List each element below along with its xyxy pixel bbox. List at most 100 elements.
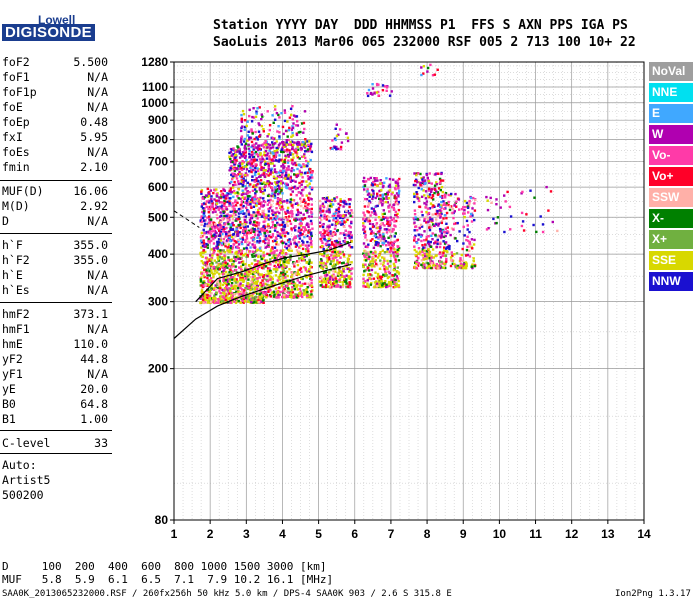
echo-point <box>262 215 266 218</box>
echo-point <box>214 206 218 210</box>
echo-point <box>391 191 394 194</box>
echo-point <box>258 135 261 138</box>
echo-point <box>456 266 459 270</box>
echo-point <box>276 210 279 214</box>
echo-point <box>238 283 241 287</box>
param-key: M(D) <box>2 199 30 213</box>
echo-point <box>273 293 276 296</box>
echo-point <box>232 224 235 227</box>
echo-point <box>252 270 255 274</box>
echo-point <box>251 115 254 119</box>
echo-point <box>288 126 291 130</box>
echo-point <box>414 183 417 187</box>
echo-point <box>236 150 239 153</box>
echo-point <box>394 210 397 214</box>
echo-point <box>274 224 277 227</box>
echo-point <box>281 241 284 245</box>
echo-point <box>390 278 393 282</box>
echo-point <box>272 121 275 124</box>
echo-point <box>267 174 270 177</box>
echo-point <box>217 298 220 301</box>
echo-point <box>263 238 266 241</box>
echo-point <box>366 177 370 181</box>
echo-point <box>266 267 270 270</box>
echo-point <box>247 138 251 141</box>
echo-point <box>288 246 292 249</box>
echo-point <box>284 182 287 185</box>
echo-point <box>242 297 245 301</box>
echo-point <box>219 237 222 240</box>
echo-point <box>436 212 439 215</box>
echo-point <box>466 235 469 238</box>
echo-point <box>244 155 247 158</box>
echo-point <box>220 257 223 260</box>
echo-point <box>436 242 439 246</box>
echo-point <box>236 283 239 286</box>
echo-point <box>271 234 274 238</box>
echo-point <box>235 217 238 221</box>
echo-point <box>237 295 240 298</box>
echo-point <box>435 181 438 184</box>
echo-point <box>210 256 214 260</box>
echo-point <box>251 301 254 304</box>
echo-point <box>293 218 296 221</box>
echo-point <box>295 115 299 118</box>
echo-point <box>310 212 313 215</box>
echo-point <box>263 274 266 277</box>
echo-point <box>437 266 440 270</box>
echo-point <box>226 200 229 204</box>
echo-point <box>262 200 266 203</box>
echo-point <box>300 222 303 225</box>
echo-point <box>302 188 305 191</box>
echo-point <box>284 129 288 133</box>
echo-point <box>290 296 293 299</box>
echo-point <box>389 254 393 257</box>
echo-point <box>296 260 299 263</box>
echo-point <box>283 235 287 238</box>
echo-point <box>303 165 306 168</box>
echo-point <box>252 211 255 214</box>
echo-point <box>321 233 324 237</box>
echo-point <box>288 177 291 181</box>
legend-item-x: X- <box>649 209 693 228</box>
echo-point <box>229 214 232 217</box>
echo-point <box>325 218 328 221</box>
echo-point <box>279 190 283 193</box>
echo-point <box>268 293 272 297</box>
echo-point <box>384 240 388 243</box>
echo-point <box>427 207 430 210</box>
echo-point <box>216 271 219 274</box>
echo-point <box>372 180 375 184</box>
echo-point <box>239 294 243 297</box>
echo-point <box>370 207 374 210</box>
echo-point <box>348 244 351 247</box>
echo-point <box>495 221 498 225</box>
echo-point <box>241 284 245 287</box>
echo-point <box>251 132 254 135</box>
echo-point <box>267 133 270 136</box>
echo-point <box>220 193 224 196</box>
echo-point <box>388 177 392 181</box>
echo-point <box>257 180 260 183</box>
echo-point <box>202 293 206 296</box>
echo-point <box>344 280 348 283</box>
echo-point <box>274 108 277 111</box>
echo-point <box>472 257 475 260</box>
echo-point <box>306 164 309 168</box>
echo-point <box>395 275 399 278</box>
echo-point <box>237 165 240 168</box>
echo-point <box>206 187 209 191</box>
echo-point <box>262 284 265 287</box>
echo-point <box>229 249 232 252</box>
echo-point <box>225 231 229 234</box>
echo-point <box>235 167 239 170</box>
echo-point <box>289 222 293 225</box>
echo-point <box>295 213 298 217</box>
echo-point <box>453 222 456 226</box>
echo-point <box>472 196 475 200</box>
echo-point <box>425 211 428 214</box>
echo-point <box>455 265 458 268</box>
echo-point <box>333 198 336 201</box>
echo-point <box>280 271 283 275</box>
echo-point <box>285 175 288 178</box>
